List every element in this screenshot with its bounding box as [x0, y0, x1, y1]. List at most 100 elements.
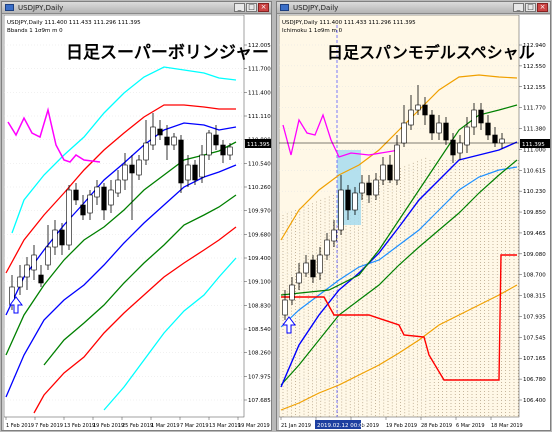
- candle-body: [213, 134, 219, 146]
- right-chart-titlebar[interactable]: USDJPY,Daily _ □ ×: [277, 2, 550, 14]
- candle-body: [66, 189, 72, 246]
- band-plus-3: [11, 66, 237, 234]
- candle-body: [366, 182, 372, 196]
- time-tick-label: 1 Feb 2019: [6, 423, 34, 429]
- time-tick-label: 28 Feb 2019: [421, 423, 452, 429]
- candle-body: [471, 109, 477, 128]
- time-tick-label: 1 Mar 2019: [151, 423, 180, 429]
- time-tick-label: 13 Mar 2019: [209, 423, 241, 429]
- candle-body: [73, 189, 79, 201]
- candle-body: [164, 136, 170, 146]
- price-tick-label: 107.935: [523, 314, 546, 320]
- maximize-icon[interactable]: □: [525, 3, 536, 12]
- price-tick-label: 108.830: [248, 303, 271, 309]
- price-tick-label: 112.005: [248, 43, 271, 49]
- minimize-icon[interactable]: _: [513, 3, 524, 12]
- right-chart-window[interactable]: USDJPY,Daily _ □ × USDJPY,Daily 111.400 …: [276, 1, 551, 431]
- right-span-cloud: [282, 157, 519, 417]
- close-icon[interactable]: ×: [258, 3, 269, 12]
- price-tick-label: 109.970: [248, 209, 271, 215]
- time-tick-label: 21 Jan 2019: [281, 423, 311, 429]
- candle-body: [352, 192, 358, 211]
- price-tick-label: 111.400: [248, 90, 271, 96]
- price-tick-label: 110.540: [248, 161, 271, 167]
- candle-body: [185, 164, 191, 181]
- candle-body: [394, 144, 400, 181]
- candle-body: [296, 272, 302, 284]
- candle-body: [345, 189, 351, 211]
- candle-body: [17, 276, 23, 288]
- candle-body: [178, 139, 184, 184]
- candle-body: [317, 254, 323, 274]
- candle-body: [387, 164, 393, 181]
- price-tick-label: 111.000: [523, 147, 546, 153]
- candle-body: [450, 139, 456, 156]
- maximize-icon[interactable]: □: [246, 3, 257, 12]
- candle-body: [136, 159, 142, 176]
- time-tick-label: 8 Feb 2019: [351, 423, 379, 429]
- candle-body: [227, 146, 233, 156]
- price-tick-label: 107.975: [248, 374, 271, 380]
- span-lower-orange: [280, 284, 518, 411]
- candle-body: [422, 104, 428, 116]
- right-grid: [279, 44, 519, 401]
- candle-body: [122, 164, 128, 181]
- minimize-icon[interactable]: _: [234, 3, 245, 12]
- band-minus-2b: [33, 226, 237, 414]
- time-tick-label: 19 Feb 2019: [386, 423, 417, 429]
- close-icon[interactable]: ×: [537, 3, 548, 12]
- left-plot-frame: [3, 14, 245, 418]
- left-chart[interactable]: USDJPY,Daily 111.400 111.433 111.296 111…: [3, 14, 272, 430]
- span-green-mid: [280, 159, 518, 386]
- candle-body: [87, 194, 93, 214]
- candle-body: [373, 179, 379, 196]
- candle-body: [52, 229, 58, 248]
- left-info-line: USDJPY,Daily 111.400 111.433 111.296 111…: [7, 20, 141, 26]
- price-tick-label: 106.400: [523, 398, 546, 404]
- price-tick-label: 111.110: [248, 114, 271, 120]
- left-chart-window[interactable]: USDJPY,Daily _ □ × USDJPY,Daily 111.400 …: [1, 1, 272, 431]
- band-plus-2: [5, 104, 236, 274]
- time-tick-label: 19 Feb 2019: [93, 423, 124, 429]
- candle-body: [408, 109, 414, 126]
- candle-body: [206, 132, 212, 156]
- candle-body: [157, 128, 163, 136]
- band-minus-3: [103, 257, 237, 411]
- right-price-axis: 112.940 112.550 112.155 111.770 111.380 111.0…: [519, 43, 546, 404]
- candle-body: [338, 189, 344, 231]
- right-span-lines: [279, 74, 519, 411]
- span-green-top: [280, 104, 518, 296]
- price-tick-label: 108.540: [248, 327, 271, 333]
- span-blue: [280, 141, 518, 388]
- right-highlight-date: 2019.02.12 00:00: [317, 423, 367, 429]
- right-chart[interactable]: USDJPY,Daily 111.400 111.433 111.296 111…: [278, 14, 551, 430]
- price-tick-label: 109.680: [248, 232, 271, 238]
- price-tick-label: 110.615: [523, 168, 546, 174]
- arrow-up-icon: [9, 296, 23, 314]
- candle-body: [464, 126, 470, 146]
- candle-body: [324, 239, 330, 256]
- candle-body: [101, 186, 107, 211]
- left-bands: [5, 66, 237, 414]
- price-tick-label: 109.850: [523, 210, 546, 216]
- price-tick-label: 110.230: [523, 189, 546, 195]
- candle-body: [24, 264, 30, 278]
- time-tick-label: 18 Mar 2019: [491, 423, 523, 429]
- candle-body: [415, 104, 421, 111]
- left-chart-heading: 日足スーパーボリンジャー: [66, 43, 269, 63]
- right-current-price: 111.395: [522, 142, 545, 148]
- candle-body: [359, 182, 365, 194]
- candle-body: [108, 189, 114, 206]
- candle-body: [436, 122, 442, 134]
- price-tick-label: 109.400: [248, 256, 271, 262]
- candle-body: [38, 274, 44, 284]
- price-tick-label: 111.380: [523, 127, 546, 133]
- right-info-line: USDJPY,Daily 111.400 111.433 111.296 111…: [282, 20, 416, 26]
- left-chart-titlebar[interactable]: USDJPY,Daily _ □ ×: [2, 2, 271, 14]
- right-chart-title: USDJPY,Daily: [293, 4, 339, 12]
- band-plus-1: [5, 122, 237, 316]
- time-tick-label: 13 Feb 2019: [64, 423, 95, 429]
- candle-body: [289, 284, 295, 301]
- time-tick-label: 7 Feb 2019: [35, 423, 63, 429]
